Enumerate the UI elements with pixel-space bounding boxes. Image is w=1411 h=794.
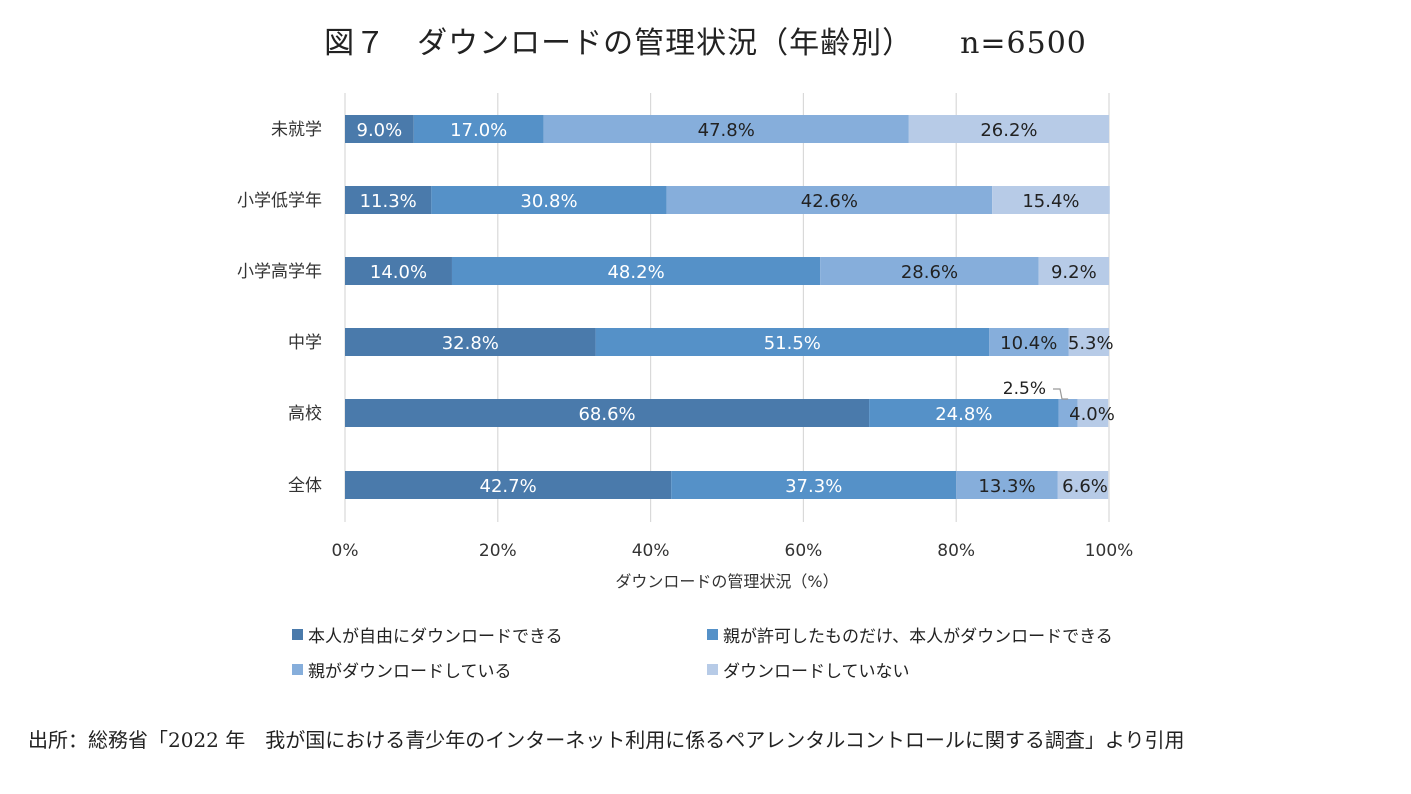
x-axis-label: ダウンロードの管理状況（%） <box>615 572 838 591</box>
legend-label: 親がダウンロードしている <box>308 662 512 682</box>
data-label: 11.3% <box>360 191 417 212</box>
bar-segment <box>1077 399 1109 427</box>
bar-segment <box>345 471 672 499</box>
bar-segment <box>1057 471 1109 499</box>
bar-segment <box>1058 399 1078 427</box>
data-label: 48.2% <box>607 262 664 283</box>
chart-title: 図７ ダウンロードの管理状況（年齢別） n=6500 <box>324 26 1087 61</box>
source-note: 出所：総務省「2022 年 我が国における青少年のインターネット利用に係るペアレ… <box>28 728 1185 752</box>
bar-segment <box>345 257 452 285</box>
legend-label: ダウンロードしていない <box>723 662 910 682</box>
legend-label: 親が許可したものだけ、本人がダウンロードできる <box>723 627 1113 647</box>
bar-segment <box>345 399 870 427</box>
data-label: 9.0% <box>357 120 403 141</box>
x-tick-label: 40% <box>632 541 670 561</box>
data-label: 5.3% <box>1068 333 1114 354</box>
bar-segment <box>1038 257 1109 285</box>
data-label: 10.4% <box>1000 333 1057 354</box>
data-label: 32.8% <box>442 333 499 354</box>
data-label: 68.6% <box>578 404 635 425</box>
data-label: 26.2% <box>980 120 1037 141</box>
bar-segment <box>345 186 432 214</box>
bar-segment <box>543 115 909 143</box>
category-label: 全体 <box>288 476 322 496</box>
legend-swatch <box>707 664 718 675</box>
legend-item: ダウンロードしていない <box>707 657 910 682</box>
legend-label: 本人が自由にダウンロードできる <box>308 627 563 647</box>
data-label: 15.4% <box>1022 191 1079 212</box>
legend-item: 親がダウンロードしている <box>292 657 512 682</box>
data-label: 37.3% <box>785 476 842 497</box>
data-label: 28.6% <box>901 262 958 283</box>
data-label: 51.5% <box>764 333 821 354</box>
category-label: 未就学 <box>271 120 322 140</box>
bar-segment <box>671 471 957 499</box>
bar-segment <box>595 328 990 356</box>
bar-segment <box>908 115 1109 143</box>
data-label: 30.8% <box>520 191 577 212</box>
x-tick-label: 60% <box>785 541 823 561</box>
bar-segment <box>1068 328 1109 356</box>
data-label: 6.6% <box>1062 476 1108 497</box>
data-label: 9.2% <box>1051 262 1097 283</box>
bar-segment <box>989 328 1069 356</box>
bar-segment <box>431 186 667 214</box>
bar-segment <box>992 186 1110 214</box>
data-label: 17.0% <box>450 120 507 141</box>
legend-item: 本人が自由にダウンロードできる <box>292 622 563 647</box>
legend-swatch <box>707 629 718 640</box>
x-tick-label: 0% <box>332 541 359 561</box>
leader-line <box>1053 388 1069 400</box>
bar-segment <box>956 471 1058 499</box>
bar-segment <box>345 328 596 356</box>
data-label: 42.6% <box>801 191 858 212</box>
category-label: 中学 <box>288 333 322 353</box>
category-label: 高校 <box>288 404 322 424</box>
bar-segment <box>666 186 993 214</box>
legend-swatch <box>292 629 303 640</box>
legend-item: 親が許可したものだけ、本人がダウンロードできる <box>707 622 1113 647</box>
data-label: 4.0% <box>1069 404 1115 425</box>
bar-chart: 0% 20% 40% 60% 80% 100% ダウンロードの管理状況（%） 未就学 9.0% 1… <box>237 93 1134 591</box>
bar-segment <box>451 257 821 285</box>
category-label: 小学高学年 <box>237 262 322 282</box>
data-label: 14.0% <box>370 262 427 283</box>
legend-swatch <box>292 664 303 675</box>
category-label: 小学低学年 <box>237 191 322 211</box>
x-tick-label: 80% <box>937 541 975 561</box>
bar-segment <box>413 115 544 143</box>
data-label: 42.7% <box>480 476 537 497</box>
bar-segment <box>345 115 414 143</box>
x-tick-label: 20% <box>479 541 517 561</box>
x-tick-label: 100% <box>1085 541 1134 561</box>
data-label: 47.8% <box>698 120 755 141</box>
data-label: 13.3% <box>978 476 1035 497</box>
bar-segment <box>869 399 1059 427</box>
bar-segment <box>820 257 1039 285</box>
data-label: 2.5% <box>1003 379 1046 399</box>
data-label: 24.8% <box>935 404 992 425</box>
